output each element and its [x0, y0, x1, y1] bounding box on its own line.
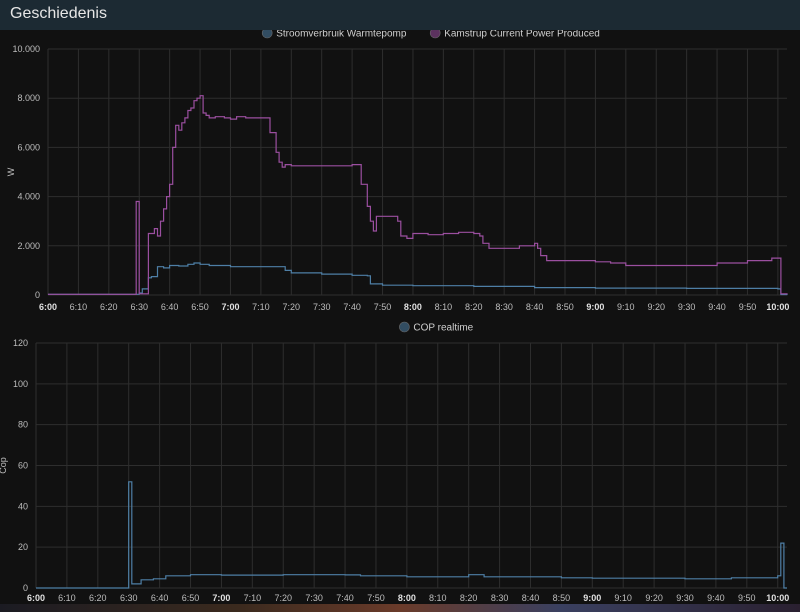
x-tick-label: 9:40 — [708, 302, 726, 312]
x-tick-label: 7:40 — [336, 593, 354, 603]
legend-marker — [261, 30, 273, 39]
y-axis-label: Cop — [0, 457, 8, 474]
x-tick-label: 6:20 — [89, 593, 107, 603]
legend-label: Stroomverbruik Warmtepomp — [276, 30, 407, 40]
legend-label: COP realtime — [413, 323, 473, 334]
y-tick-label: 40 — [18, 501, 28, 511]
x-tick-label: 10:00 — [766, 593, 789, 603]
x-tick-label: 9:50 — [739, 302, 757, 312]
x-tick-label: 7:00 — [212, 593, 230, 603]
x-tick-label: 6:20 — [100, 302, 118, 312]
y-tick-label: 0 — [35, 290, 40, 300]
x-tick-label: 8:30 — [495, 302, 513, 312]
x-tick-label: 6:50 — [191, 302, 209, 312]
series-line — [48, 95, 788, 295]
x-tick-label: 6:30 — [120, 593, 138, 603]
y-tick-label: 60 — [18, 461, 28, 471]
x-tick-label: 7:10 — [252, 302, 270, 312]
x-tick-label: 8:20 — [460, 593, 478, 603]
legend-label: Kamstrup Current Power Produced — [444, 30, 600, 40]
x-tick-label: 6:10 — [58, 593, 76, 603]
header-bar: Geschiedenis — [0, 0, 800, 30]
x-tick-label: 7:50 — [367, 593, 385, 603]
x-tick-label: 9:40 — [707, 593, 725, 603]
x-tick-label: 7:10 — [244, 593, 262, 603]
x-tick-label: 9:50 — [738, 593, 756, 603]
x-tick-label: 8:10 — [435, 302, 453, 312]
history-charts: 0 2.000 4.000 6.000 8.000 10.000 6:00 6:10 6:20 6… — [0, 30, 789, 603]
x-tick-label: 6:50 — [182, 593, 200, 603]
x-tick-label: 9:30 — [678, 302, 696, 312]
x-tick-label: 6:40 — [151, 593, 169, 603]
y-tick-label: 0 — [23, 583, 28, 593]
series-line — [36, 481, 787, 589]
x-tick-label: 6:30 — [130, 302, 148, 312]
x-tick-label: 9:00 — [586, 302, 604, 312]
x-tick-label: 7:30 — [313, 302, 331, 312]
x-tick-label: 7:20 — [274, 593, 292, 603]
y-tick-label: 6.000 — [17, 142, 40, 152]
x-tick-label: 9:20 — [645, 593, 663, 603]
y-tick-label: 10.000 — [12, 44, 40, 54]
x-tick-label: 8:50 — [553, 593, 571, 603]
y-tick-label: 20 — [18, 542, 28, 552]
x-tick-label: 7:20 — [283, 302, 301, 312]
y-tick-label: 80 — [18, 420, 28, 430]
x-tick-label: 6:10 — [70, 302, 88, 312]
background-strip — [0, 604, 800, 612]
legend-marker — [429, 30, 441, 39]
y-axis-label: W — [6, 167, 16, 176]
y-tick-label: 120 — [13, 338, 28, 348]
x-tick-label: 9:10 — [617, 302, 635, 312]
x-tick-label: 6:00 — [39, 302, 57, 312]
y-tick-label: 4.000 — [17, 192, 40, 202]
x-tick-label: 8:40 — [522, 593, 540, 603]
x-tick-label: 7:30 — [305, 593, 323, 603]
x-tick-label: 7:40 — [343, 302, 361, 312]
x-tick-label: 8:40 — [526, 302, 544, 312]
y-tick-label: 2.000 — [17, 241, 40, 251]
x-tick-label: 7:50 — [374, 302, 392, 312]
page-title: Geschiedenis — [10, 5, 107, 22]
x-tick-label: 7:00 — [221, 302, 239, 312]
x-tick-label: 9:30 — [676, 593, 694, 603]
x-tick-label: 8:50 — [556, 302, 574, 312]
x-tick-label: 8:00 — [404, 302, 422, 312]
x-tick-label: 8:30 — [491, 593, 509, 603]
y-tick-label: 100 — [13, 379, 28, 389]
x-tick-label: 6:00 — [27, 593, 45, 603]
series-line — [48, 262, 788, 296]
legend-marker — [399, 321, 410, 333]
x-tick-label: 10:00 — [766, 302, 789, 312]
x-tick-label: 8:20 — [465, 302, 483, 312]
y-tick-label: 8.000 — [17, 93, 40, 103]
x-tick-label: 9:10 — [614, 593, 632, 603]
x-tick-label: 9:00 — [583, 593, 601, 603]
x-tick-label: 9:20 — [647, 302, 665, 312]
x-tick-label: 6:40 — [161, 302, 179, 312]
x-tick-label: 8:10 — [429, 593, 447, 603]
x-tick-label: 8:00 — [398, 593, 416, 603]
